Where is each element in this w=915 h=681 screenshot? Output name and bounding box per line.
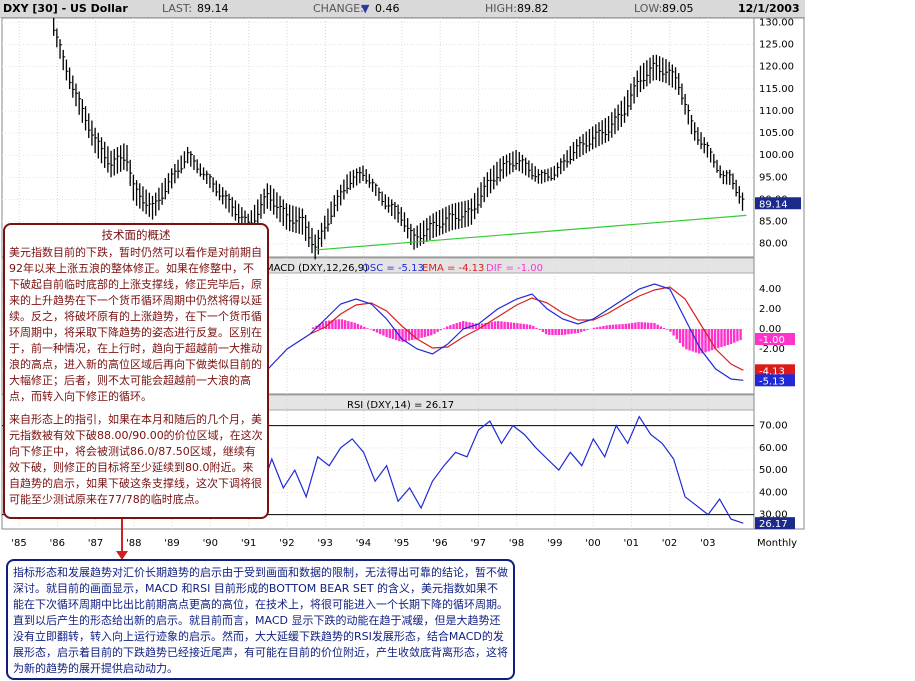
price-y-tick: 125.00 [759,40,794,51]
note-paragraph-2: 来自形态上的指引，如果在本月和随后的几个月，美元指数被有效下破88.00/90.… [9,413,263,506]
x-tick-label: '02 [662,538,677,549]
macd-ema-line [309,286,744,371]
macd-value-label-2: -4.13 [759,366,785,377]
price-y-tick: 110.00 [759,106,794,117]
rsi-y-tick: 50.00 [759,465,788,476]
macd-legend-entry-3: DIF = -1.00 [486,263,543,274]
x-tick-label: '93 [317,538,332,549]
support-trendline [315,214,747,251]
low-label: LOW: [634,2,663,15]
last-label: LAST: [162,2,193,15]
price-y-tick: 120.00 [759,62,794,73]
macd-y-tick: 0.00 [759,324,781,335]
x-tick-label: '97 [470,538,485,549]
macd-legend-entry-2: EMA = -4.13 [422,263,484,274]
x-tick-label: '95 [394,538,409,549]
x-tick-label: '98 [509,538,524,549]
x-tick-label: '91 [241,538,256,549]
macd-y-tick: 2.00 [759,304,781,315]
chart-header-bar: DXY [30] - US Dollar LAST: 89.14 CHANGE:… [0,0,805,18]
x-tick-label: '90 [203,538,218,549]
price-y-tick: 105.00 [759,128,794,139]
rsi-value-marker [755,517,795,530]
connector-arrow-head [116,551,128,560]
macd-value-marker-1 [755,333,795,345]
high-label: HIGH: [485,2,518,15]
price-y-tick: 100.00 [759,150,794,161]
rsi-y-tick: 70.00 [759,421,788,432]
x-tick-label: '85 [11,538,26,549]
note-indicator-text: 指标形态和发展趋势对汇价长期趋势的启示由于受到画面和数据的限制，无法得出可靠的结… [13,566,508,675]
change-label: CHANGE: [313,2,364,15]
last-value: 89.14 [197,2,229,15]
note-paragraph-1: 美元指数目前的下跌，暂时仍然可以看作是对前期自92年以来上涨五浪的整体修正。如果… [9,246,262,403]
macd-title: MACD (DXY,12,26,9) [265,263,368,274]
x-tick-label: '87 [88,538,103,549]
y-axis-strip [753,17,805,530]
x-tick-label: '00 [585,538,600,549]
macd-osc-line [267,283,744,381]
price-y-tick: 130.00 [759,17,794,28]
rsi-title: RSI (DXY,14) = 26.17 [347,400,454,411]
low-value: 89.05 [662,2,694,15]
macd-value-marker-3 [755,374,795,387]
macd-value-marker-2 [755,364,795,377]
note-title: 技术面的概述 [101,228,171,242]
x-tick-label: '86 [49,538,64,549]
last-price-label: 89.14 [759,199,788,210]
indicator-analysis-note: 指标形态和发展趋势对汇价长期趋势的启示由于受到画面和数据的限制，无法得出可靠的结… [6,559,515,680]
macd-value-label-3: -5.13 [759,376,785,387]
rsi-value-label: 26.17 [759,519,788,530]
last-price-marker [755,197,801,210]
macd-legend-entry-1: OSC = -5.13 [362,263,424,274]
price-y-tick: 95.00 [759,172,788,183]
x-axis-period-label: Monthly [757,538,797,549]
rsi-line [236,415,744,524]
x-tick-label: '92 [279,538,294,549]
macd-y-tick: -2.00 [759,344,785,355]
down-arrow-icon: ▼ [361,2,370,15]
price-y-tick: 85.00 [759,217,788,228]
date-label: 12/1/2003 [738,2,800,15]
x-tick-label: '94 [356,538,371,549]
rsi-y-tick: 40.00 [759,487,788,498]
x-tick-label: '88 [126,538,141,549]
x-tick-label: '89 [164,538,179,549]
x-tick-label: '01 [624,538,639,549]
x-tick-label: '99 [547,538,562,549]
technical-overview-note: 技术面的概述 美元指数目前的下跌，暂时仍然可以看作是对前期自92年以来上涨五浪的… [3,223,269,519]
high-value: 89.82 [517,2,549,15]
macd-value-label-1: -1.00 [759,335,785,346]
macd-y-tick: 4.00 [759,284,781,295]
x-tick-label: '03 [700,538,715,549]
change-value: 0.46 [375,2,400,15]
symbol-title: DXY [30] - US Dollar [3,2,128,15]
price-y-tick: 115.00 [759,84,794,95]
rsi-y-tick: 60.00 [759,443,788,454]
x-tick-label: '96 [432,538,447,549]
price-y-tick: 80.00 [759,239,788,250]
rsi-y-tick: 30.00 [759,510,788,521]
